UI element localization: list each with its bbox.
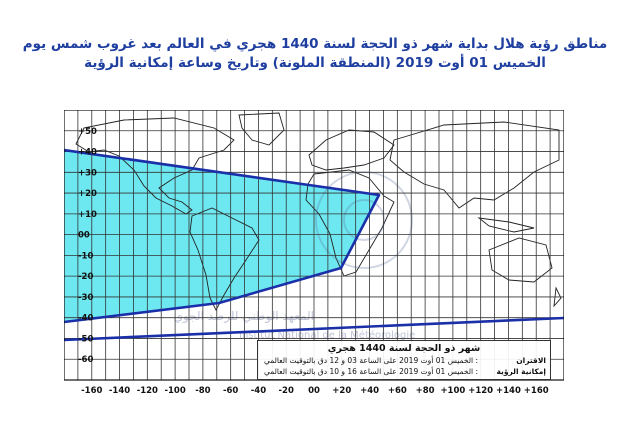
longitude-label: +60 <box>388 386 407 396</box>
longitude-labels: -160 -140 -120 -100 -80 -60 -40 -20 00 +20 +40 +60 +… <box>81 386 549 396</box>
longitude-label: +160 <box>524 386 549 396</box>
longitude-label: 00 <box>308 386 320 396</box>
longitude-label: -160 <box>81 386 102 396</box>
info-title: شهر ذو الحجة لسنة 1440 هجري <box>327 343 481 354</box>
info-box: شهر ذو الحجة لسنة 1440 هجري الاقتران : ا… <box>257 340 551 380</box>
visibility-row: إمكانية الرؤية : الخميس 01 أوت 2019 على … <box>258 367 550 376</box>
latitude-label: +10 <box>78 210 97 220</box>
latitude-label: -30 <box>78 293 93 303</box>
watermark-arabic: المعهد الوطني للرصد الجوي <box>174 309 314 324</box>
longitude-label: +100 <box>440 386 465 396</box>
north-america-outline <box>75 117 235 215</box>
indonesia-outline <box>477 217 535 233</box>
map-title-line-2: الخميس 01 أوت 2019 (المنطقة الملونة) وتا… <box>84 55 546 71</box>
latitude-label: 00 <box>78 231 90 241</box>
coordinate-grid <box>64 110 564 380</box>
greenland-outline <box>238 112 285 146</box>
visibility-boundary <box>64 148 381 324</box>
conjunction-value: : الخميس 01 أوت 2019 على الساعة 03 و 12 … <box>263 356 478 365</box>
latitude-label: +30 <box>78 168 97 178</box>
visibility-map: المعهد الوطني للرصد الجوي Institut Natio… <box>64 110 564 400</box>
longitude-label: -140 <box>109 386 130 396</box>
longitude-label: +20 <box>332 386 351 396</box>
south-america-outline <box>189 207 260 311</box>
latitude-label: -10 <box>78 251 93 261</box>
latitude-labels: +50 +40 +30 +20 +10 00 -10 -20 -30 -40 -50 -60 <box>78 127 97 365</box>
latitude-label: +40 <box>78 148 97 158</box>
longitude-label: -20 <box>279 386 294 396</box>
longitude-label: +40 <box>360 386 379 396</box>
visibility-value: : الخميس 01 أوت 2019 على الساعة 16 و 10 … <box>263 367 478 376</box>
latitude-label: -50 <box>78 334 93 344</box>
latitude-label: -40 <box>78 314 93 324</box>
conjunction-label: الاقتران <box>516 356 546 365</box>
latitude-label: -20 <box>78 272 93 282</box>
visibility-label: إمكانية الرؤية <box>496 367 546 376</box>
longitude-label: -120 <box>137 386 158 396</box>
longitude-label: -100 <box>164 386 185 396</box>
map-title-line-1: مناطق رؤية هلال بداية شهر ذو الحجة لسنة … <box>22 36 608 52</box>
longitude-label: +80 <box>416 386 435 396</box>
longitude-label: +140 <box>496 386 521 396</box>
map-frame <box>64 110 564 381</box>
southern-boundary-line <box>64 316 564 342</box>
europe-outline <box>308 129 395 171</box>
latitude-label: +20 <box>78 189 97 199</box>
longitude-label: -60 <box>223 386 238 396</box>
conjunction-row: الاقتران : الخميس 01 أوت 2019 على الساعة… <box>258 356 550 365</box>
longitude-label: +120 <box>468 386 493 396</box>
latitude-label: +50 <box>78 127 97 137</box>
longitude-label: -40 <box>251 386 266 396</box>
latitude-label: -60 <box>78 355 93 365</box>
watermark-french: Institut National de la Météorologie <box>239 329 415 341</box>
longitude-label: -80 <box>195 386 210 396</box>
